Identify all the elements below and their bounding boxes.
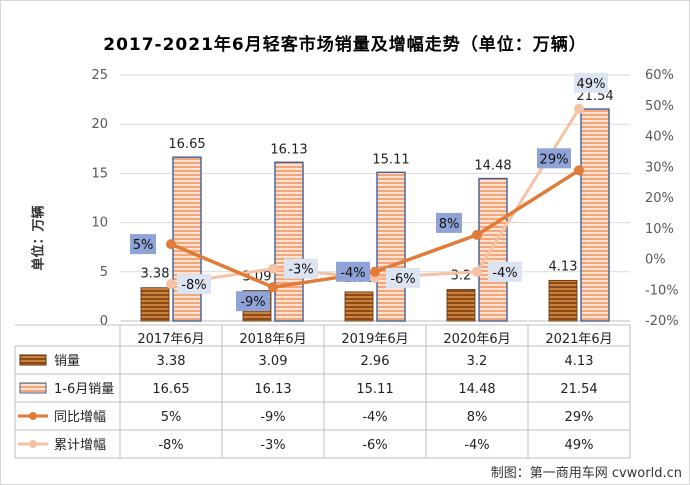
table-cell: 3.09 [259, 354, 288, 369]
bar-ytd-sales [274, 161, 304, 322]
category-label: 2017年6月 [137, 332, 204, 347]
yoy-growth-label: -9% [240, 295, 265, 310]
yoy-growth-label-box [537, 148, 571, 169]
yoy-growth-point [268, 282, 278, 293]
bar-sales-label: 3.2 [451, 269, 472, 284]
bar-sales [344, 291, 374, 322]
y2-tick-label: 30% [645, 160, 674, 175]
table-cell: 4.13 [565, 354, 594, 369]
legend-label: 1-6月销量 [54, 382, 114, 397]
bar-sales [446, 289, 476, 322]
legend-key [19, 354, 47, 366]
legend-key [19, 382, 47, 394]
cumulative-growth-point [268, 263, 278, 274]
cumulative-growth-point [472, 266, 482, 277]
bar-sales-label: 4.13 [549, 259, 578, 274]
bar-ytd-label: 16.13 [270, 142, 307, 157]
bar-sales [140, 287, 170, 322]
table-cell: 21.54 [560, 382, 597, 397]
table-cell: 49% [565, 438, 594, 453]
legend-key-marker [29, 412, 37, 420]
cumulative-growth-line [170, 108, 581, 286]
y-tick-label: 5 [100, 265, 108, 280]
y2-tick-label: -10% [645, 283, 679, 298]
y-tick-label: 10 [91, 216, 108, 231]
y2-tick-label: 20% [645, 191, 674, 206]
legend-label: 同比增幅 [54, 410, 106, 425]
bar-ytd-sales [580, 108, 610, 322]
table-cell: 14.48 [458, 382, 495, 397]
cumulative-growth-label: -8% [181, 278, 206, 293]
yoy-growth-label: 29% [540, 152, 569, 167]
yoy-growth-label-box [336, 261, 370, 282]
cumulative-growth-label: -3% [288, 263, 313, 278]
yoy-growth-label-box [236, 291, 270, 312]
category-label: 2019年6月 [341, 332, 408, 347]
y2-tick-label: 40% [645, 130, 674, 145]
yoy-growth-label: 8% [439, 217, 460, 232]
table-cell: -9% [260, 410, 285, 425]
y2-tick-label: 0% [645, 253, 666, 268]
yoy-growth-point [472, 229, 482, 240]
table-cell: 3.2 [467, 354, 488, 369]
y-tick-label: 20 [91, 117, 108, 132]
bar-ytd-label: 14.48 [474, 159, 511, 174]
table-cell: -4% [362, 410, 387, 425]
cumulative-growth-point [166, 279, 176, 290]
bar-ytd-label: 15.11 [372, 152, 409, 167]
legend-label: 销量 [54, 354, 80, 369]
table-cell: 2.96 [361, 354, 390, 369]
y2-tick-label: 60% [645, 68, 674, 83]
cumulative-growth-label-box [386, 267, 420, 288]
bar-ytd-sales [376, 171, 406, 322]
table-cell: 3.38 [157, 354, 186, 369]
y-tick-label: 0 [100, 314, 108, 329]
category-label: 2020年6月 [443, 332, 510, 347]
table-cell: 29% [565, 410, 594, 425]
table-cell: 15.11 [356, 382, 393, 397]
cumulative-growth-label: -4% [492, 266, 517, 281]
cumulative-growth-label-box [488, 261, 522, 282]
bar-ytd-label: 16.65 [168, 137, 205, 152]
y-tick-label: 25 [91, 68, 108, 83]
yoy-growth-point [370, 266, 380, 277]
table-cell: -3% [260, 438, 285, 453]
y2-tick-label: -20% [645, 314, 679, 329]
legend-key-marker [29, 440, 37, 448]
table-cell: -8% [158, 438, 183, 453]
yoy-growth-label-box [436, 212, 462, 233]
table-cell: 8% [467, 410, 488, 425]
cumulative-growth-label-box [284, 258, 318, 279]
table-cell: 16.65 [152, 382, 189, 397]
yoy-growth-point [166, 239, 176, 250]
category-label: 2018年6月 [239, 332, 306, 347]
table-cell: -6% [362, 438, 387, 453]
cumulative-growth-label: -6% [390, 272, 415, 287]
bar-ytd-sales [172, 156, 202, 322]
y2-tick-label: 50% [645, 99, 674, 114]
cumulative-growth-label: 49% [577, 77, 606, 92]
cumulative-growth-label-box [574, 72, 608, 93]
bar-ytd-sales [478, 177, 508, 322]
bar-sales-label: 3.38 [141, 267, 170, 282]
yoy-growth-label-box [130, 234, 156, 255]
bar-sales [548, 279, 578, 322]
yoy-growth-label: -4% [340, 266, 365, 281]
yoy-growth-point [574, 165, 584, 176]
chart-title: 2017-2021年6月轻客市场销量及增幅走势（单位：万辆） [103, 35, 587, 55]
cumulative-growth-label-box [177, 274, 211, 295]
cumulative-growth-point [574, 103, 584, 114]
legend-label: 累计增幅 [54, 438, 106, 453]
table-cell: -4% [464, 438, 489, 453]
table-cell: 5% [161, 410, 182, 425]
y-tick-label: 15 [91, 166, 108, 181]
yoy-growth-label: 5% [133, 238, 154, 253]
table-cell: 16.13 [254, 382, 291, 397]
source-credit: 制图：第一商用车网 cvworld.cn [490, 466, 682, 481]
y2-tick-label: 10% [645, 222, 674, 237]
category-label: 2021年6月 [545, 332, 612, 347]
